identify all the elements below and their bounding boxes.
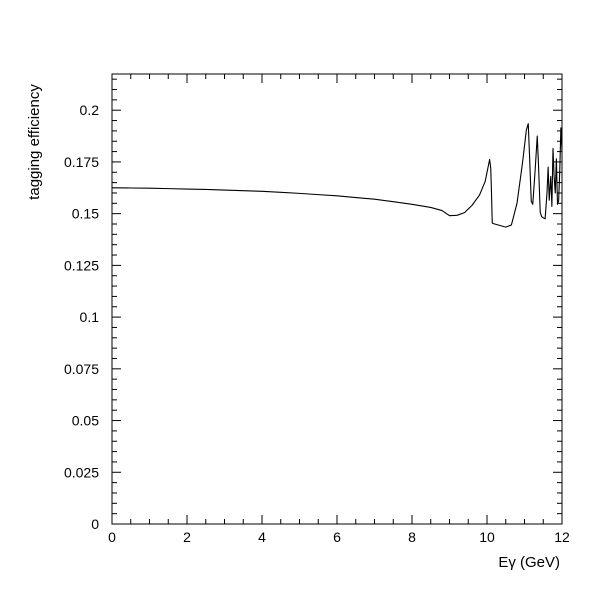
y-tick-label: 0.05 [72,413,99,429]
y-tick-label: 0.2 [80,102,100,118]
y-tick-label: 0 [91,516,99,532]
x-tick-label: 0 [108,529,116,545]
x-tick-label: 12 [554,529,570,545]
y-tick-label: 0.075 [64,361,99,377]
y-axis-label: tagging efficiency [26,84,43,200]
y-axis-ticks [112,78,562,525]
y-tick-label: 0.025 [64,464,99,480]
plot-frame [111,73,563,525]
y-tick-label: 0.15 [72,206,99,222]
y-axis-tick-labels: 0 0.025 0.05 0.075 0.1 0.125 0.15 0.175 0.2 [64,102,99,532]
x-tick-label: 6 [333,529,341,545]
y-tick-label: 0.175 [64,154,99,170]
y-tick-label: 0.125 [64,257,99,273]
y-tick-label: 0.1 [80,309,100,325]
x-tick-label: 2 [183,529,191,545]
x-axis-tick-labels: 0 2 4 6 8 10 12 [108,529,570,545]
x-axis-ticks [111,74,563,524]
efficiency-curve [111,123,563,228]
x-tick-label: 10 [479,529,495,545]
x-tick-label: 4 [258,529,266,545]
x-tick-label: 8 [408,529,416,545]
x-axis-label: Eγ (GeV) [498,554,560,571]
series-layer [111,123,563,228]
